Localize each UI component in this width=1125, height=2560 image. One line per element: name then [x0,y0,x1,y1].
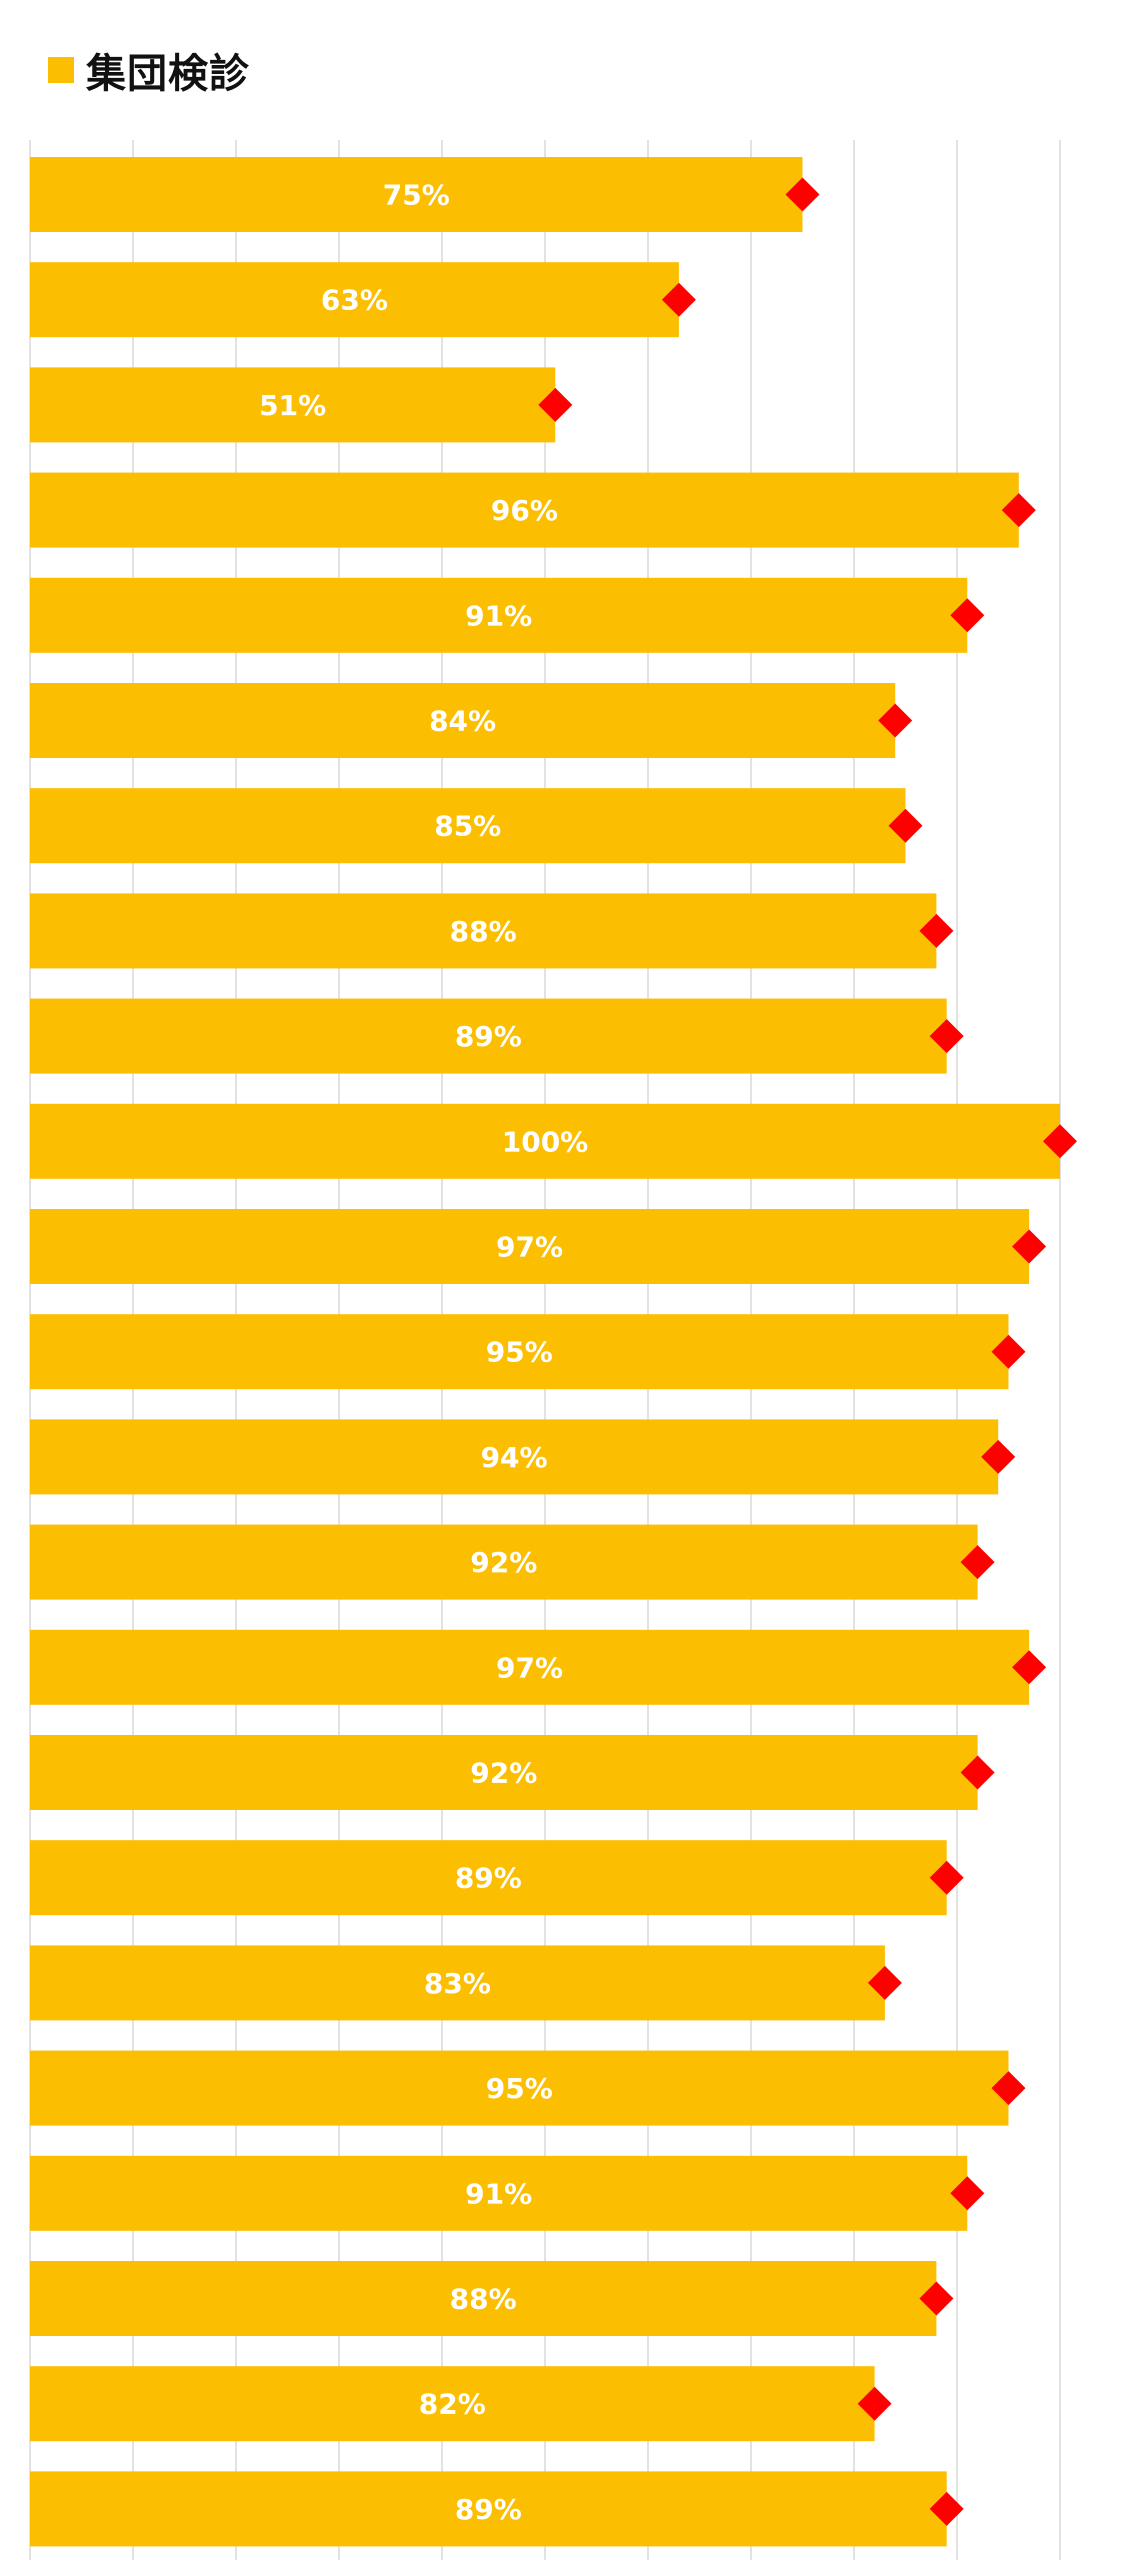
marker-diamond-17 [929,1860,964,1895]
bar-18 [30,1945,885,2021]
bar-label-2: 63% [321,284,388,317]
chart-legend: 集団検診 [48,42,250,98]
marker-diamond-9 [929,1019,964,1054]
bar-label-12: 95% [486,1336,553,1369]
bar-5 [30,577,968,653]
bar-13 [30,1419,999,1495]
bar-11 [30,1209,1030,1284]
bar-label-1: 75% [383,179,450,212]
legend-label: 集団検診 [86,51,250,97]
marker-diamond-15 [1012,1650,1047,1685]
marker-diamond-8 [919,913,954,948]
bar-label-17: 89% [455,1862,522,1895]
bar-1 [30,157,803,232]
bar-label-14: 92% [470,1546,537,1579]
marker-diamond-10 [1043,1124,1077,1159]
marker-diamond-13 [981,1439,1016,1474]
bar-label-21: 88% [450,2283,517,2316]
bar-label-10: 100% [502,1125,589,1158]
bar-label-15: 97% [496,1651,563,1684]
marker-diamond-16 [960,1755,995,1790]
marker-diamond-14 [960,1545,995,1580]
marker-diamond-6 [878,703,913,738]
bar-label-6: 84% [429,705,496,738]
marker-diamond-7 [888,808,923,843]
bar-20 [30,2155,968,2231]
marker-diamond-1 [785,177,820,212]
marker-diamond-2 [661,282,696,317]
bar-label-20: 91% [465,2177,532,2210]
bar-17 [30,1840,947,1916]
bar-label-11: 97% [496,1231,563,1264]
bar-22 [30,2366,875,2442]
marker-diamond-4 [1001,493,1036,528]
bar-4 [30,472,1019,548]
bar-label-18: 83% [424,1967,491,2000]
bar-19 [30,2050,1009,2126]
bar-label-5: 91% [465,599,532,632]
marker-diamond-12 [991,1334,1026,1369]
bar-21 [30,2261,937,2336]
markers [538,177,1077,2526]
bar-label-13: 94% [481,1441,548,1474]
bar-label-16: 92% [470,1757,537,1790]
bar-label-23: 89% [455,2493,522,2526]
data-labels: 75% 63% 51% 96% 91% 84% 85% 88% 89% 100% 97% 95% 94%… [259,179,588,2526]
bar-15 [30,1629,1030,1705]
bar-6 [30,683,896,758]
bar-label-3: 51% [259,389,326,422]
marker-diamond-22 [857,2386,892,2421]
bar-16 [30,1735,978,1810]
bar-label-8: 88% [450,915,517,948]
marker-diamond-5 [950,598,985,633]
bar-label-7: 85% [434,810,501,843]
bar-3 [30,367,556,443]
bar-label-22: 82% [419,2388,486,2421]
bars [30,157,1060,2547]
bar-2 [30,262,679,338]
marker-diamond-11 [1012,1229,1047,1264]
marker-diamond-3 [538,387,573,422]
marker-diamond-20 [950,2176,985,2211]
bar-7 [30,788,906,864]
bar-23 [30,2471,947,2547]
bar-10 [30,1103,1060,1179]
bar-label-4: 96% [491,494,558,527]
bar-14 [30,1524,978,1600]
marker-diamond-18 [867,1965,902,2000]
bar-8 [30,893,937,969]
bar-9 [30,998,947,1074]
bar-12 [30,1314,1009,1390]
legend-swatch-icon [48,57,74,83]
marker-diamond-19 [991,2071,1026,2106]
bar-label-19: 95% [486,2072,553,2105]
marker-diamond-23 [929,2491,964,2526]
bar-label-9: 89% [455,1020,522,1053]
marker-diamond-21 [919,2281,954,2316]
